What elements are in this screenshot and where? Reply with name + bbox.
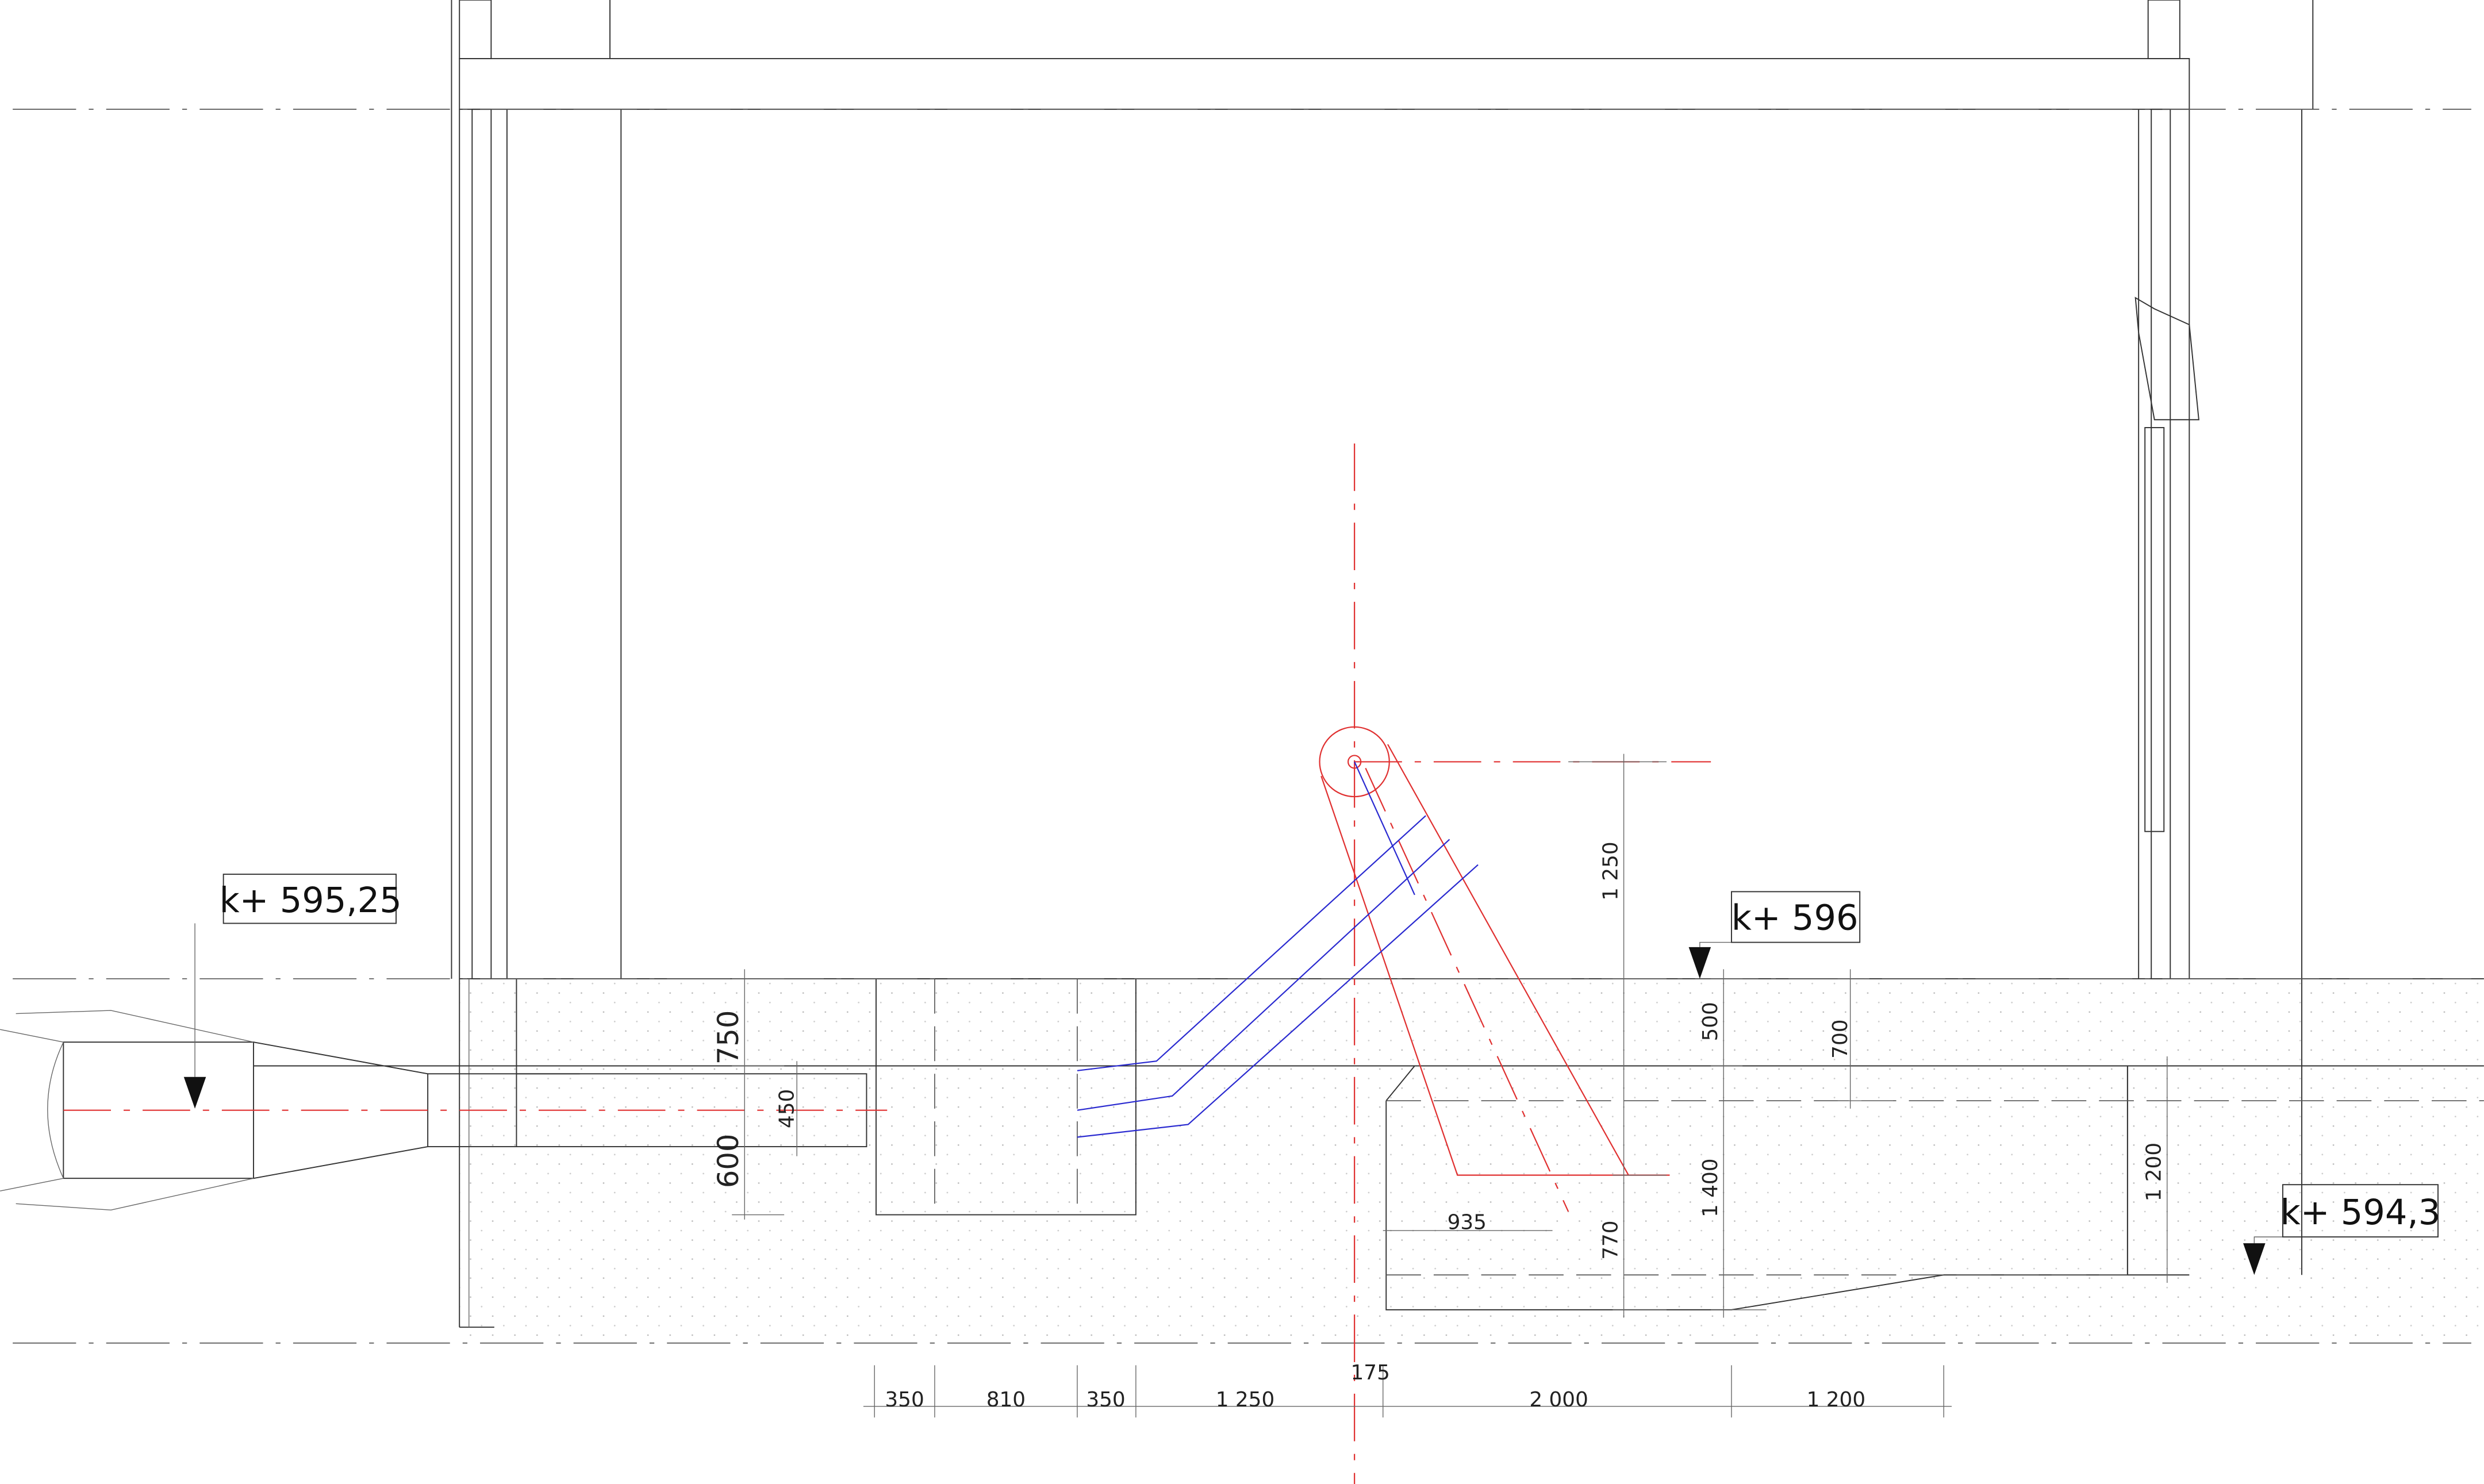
dimension: 450 bbox=[775, 1089, 799, 1128]
dimension: 2 000 bbox=[1529, 1388, 1588, 1412]
dimension: 500 bbox=[1699, 1002, 1722, 1041]
dimension: 1 400 bbox=[1699, 1158, 1722, 1217]
dimension: 1 200 bbox=[2143, 1143, 2166, 1202]
dimension: 1 250 bbox=[1599, 841, 1623, 901]
dimension: 1 200 bbox=[1807, 1388, 1866, 1412]
dimension: 810 bbox=[986, 1388, 1026, 1412]
axes bbox=[13, 109, 2471, 1484]
level-label: k+ 596 bbox=[1731, 898, 1859, 939]
dimension: 700 bbox=[1829, 1019, 1852, 1058]
dimension: 750 bbox=[712, 1010, 745, 1065]
dimension: 935 bbox=[1448, 1210, 1487, 1234]
dimension: 1 250 bbox=[1216, 1388, 1275, 1412]
level-markers bbox=[183, 874, 2439, 1275]
dimension: 770 bbox=[1599, 1220, 1623, 1259]
structure bbox=[0, 0, 2484, 1343]
dimension: 175 bbox=[1351, 1361, 1390, 1385]
dimension: 350 bbox=[885, 1388, 924, 1412]
dimension: 350 bbox=[1086, 1388, 1125, 1412]
dimension: 600 bbox=[712, 1134, 745, 1189]
level-label: k+ 594,3 bbox=[2280, 1193, 2441, 1233]
level-label: k+ 595,25 bbox=[220, 881, 402, 921]
labels: k+ 595,25 k+ 596 k+ 594,3 350 810 350 1 … bbox=[220, 841, 2441, 1412]
pipe-assembly bbox=[1077, 726, 1670, 1212]
dimension-lines bbox=[732, 753, 2168, 1418]
